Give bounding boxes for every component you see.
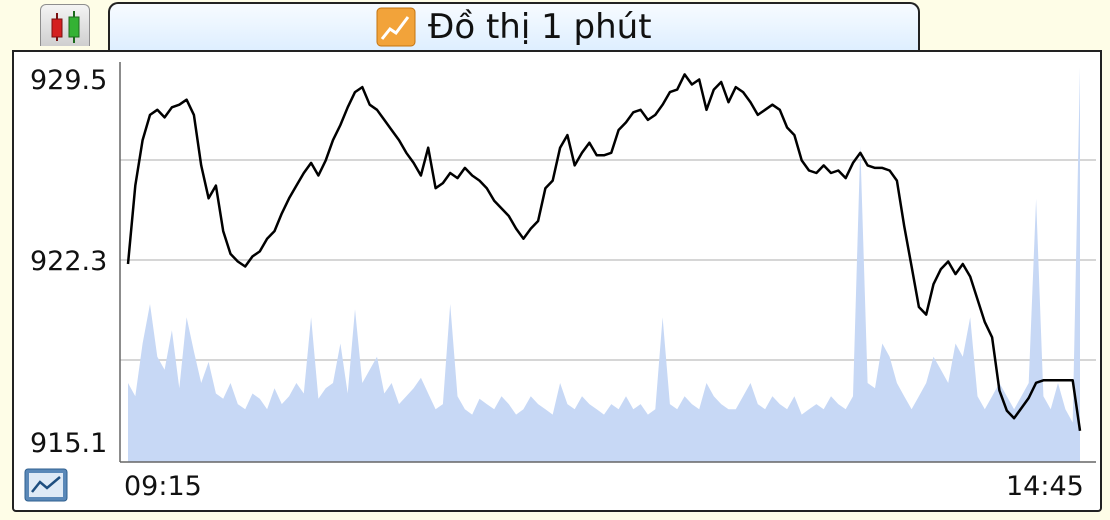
tab-title-label: Đồ thị 1 phút — [428, 7, 652, 47]
price-line — [126, 73, 1082, 431]
candlestick-tab-button[interactable] — [40, 4, 90, 46]
x-tick-label-end: 14:45 — [1006, 471, 1084, 502]
candlestick-icon — [51, 11, 80, 43]
y-tick-label-top: 929.5 — [30, 65, 108, 96]
price-series-line — [126, 73, 1082, 431]
y-tick-label-bottom: 915.1 — [30, 428, 108, 459]
x-tick-label-start: 09:15 — [124, 471, 202, 502]
line-chart-icon — [376, 7, 416, 47]
tab-1-minute-chart[interactable] — [108, 2, 920, 52]
volume-series — [128, 67, 1080, 462]
volume-area — [128, 67, 1080, 462]
y-tick-label-mid: 922.3 — [30, 246, 108, 277]
grid-lines — [120, 159, 1096, 361]
tab-title-group: Đồ thị 1 phút — [376, 6, 652, 48]
chart-mode-icon[interactable] — [24, 468, 68, 502]
left-edge-strip — [0, 0, 8, 520]
